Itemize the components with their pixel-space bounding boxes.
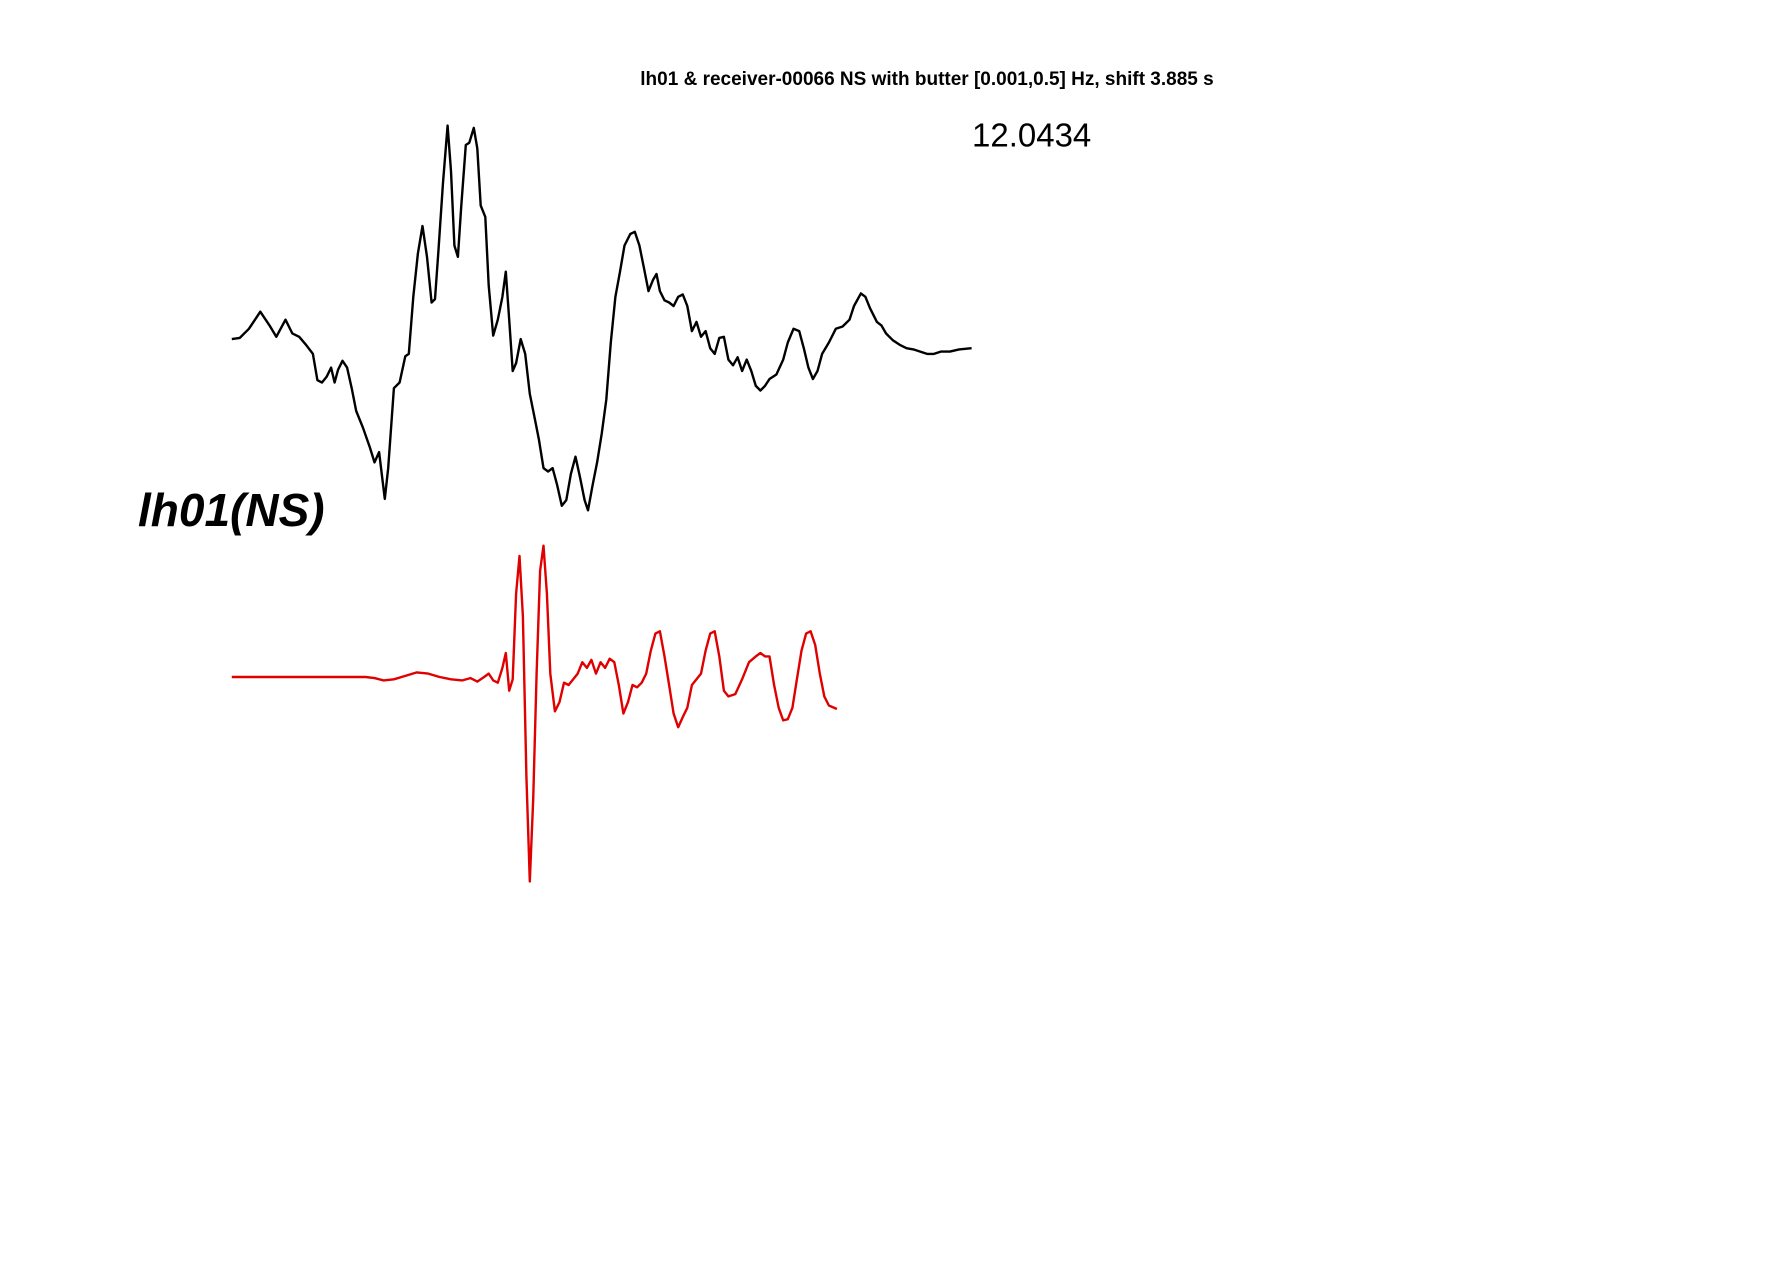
chart-title: lh01 & receiver-00066 NS with butter [0.…	[640, 69, 1213, 90]
annotation: 12.0434	[972, 117, 1091, 154]
trace-label: lh01(NS)	[138, 484, 325, 536]
waveform	[231, 124, 972, 512]
waveform	[231, 544, 838, 883]
